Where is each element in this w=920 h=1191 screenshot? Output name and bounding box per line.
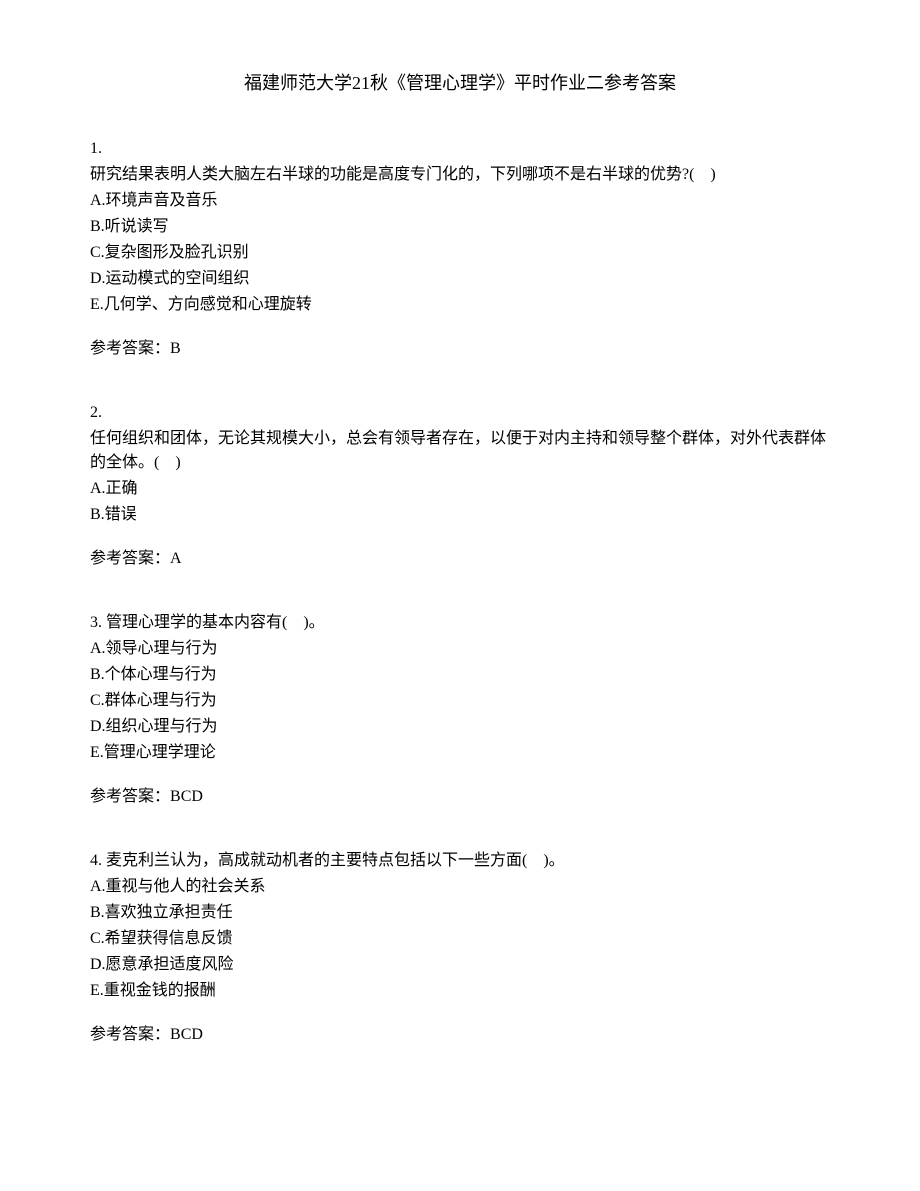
option-a: A.环境声音及音乐 bbox=[90, 189, 830, 213]
answer-label: 参考答案： bbox=[90, 788, 170, 805]
option-d: D.组织心理与行为 bbox=[90, 715, 830, 739]
answer-value: BCD bbox=[170, 788, 203, 805]
page-title: 福建师范大学21秋《管理心理学》平时作业二参考答案 bbox=[90, 70, 830, 97]
option-a: A.重视与他人的社会关系 bbox=[90, 875, 830, 899]
option-d: D.愿意承担适度风险 bbox=[90, 953, 830, 977]
question-number: 2. bbox=[90, 401, 830, 425]
option-d: D.运动模式的空间组织 bbox=[90, 267, 830, 291]
answer-label: 参考答案： bbox=[90, 550, 170, 567]
answer-label: 参考答案： bbox=[90, 1026, 170, 1043]
option-b: B.错误 bbox=[90, 503, 830, 527]
option-e: E.重视金钱的报酬 bbox=[90, 979, 830, 1003]
question-number: 1. bbox=[90, 137, 830, 161]
option-a: A.领导心理与行为 bbox=[90, 637, 830, 661]
option-c: C.群体心理与行为 bbox=[90, 689, 830, 713]
answer: 参考答案：A bbox=[90, 547, 830, 571]
option-b: B.个体心理与行为 bbox=[90, 663, 830, 687]
option-c: C.复杂图形及脸孔识别 bbox=[90, 241, 830, 265]
answer: 参考答案：BCD bbox=[90, 1023, 830, 1047]
answer-value: A bbox=[170, 550, 182, 567]
option-b: B.喜欢独立承担责任 bbox=[90, 901, 830, 925]
question-3: 3. 管理心理学的基本内容有( )。 A.领导心理与行为 B.个体心理与行为 C… bbox=[90, 611, 830, 809]
answer-value: B bbox=[170, 340, 181, 357]
option-e: E.管理心理学理论 bbox=[90, 741, 830, 765]
question-2: 2. 任何组织和团体，无论其规模大小，总会有领导者存在，以便于对内主持和领导整个… bbox=[90, 401, 830, 571]
question-text: 麦克利兰认为，高成就动机者的主要特点包括以下一些方面( )。 bbox=[106, 852, 565, 869]
question-text: 管理心理学的基本内容有( )。 bbox=[106, 614, 325, 631]
question-text: 研究结果表明人类大脑左右半球的功能是高度专门化的，下列哪项不是右半球的优势?( … bbox=[90, 163, 830, 187]
answer-label: 参考答案： bbox=[90, 340, 170, 357]
option-b: B.听说读写 bbox=[90, 215, 830, 239]
question-number: 4. bbox=[90, 852, 106, 869]
option-c: C.希望获得信息反馈 bbox=[90, 927, 830, 951]
question-text: 任何组织和团体，无论其规模大小，总会有领导者存在，以便于对内主持和领导整个群体，… bbox=[90, 427, 830, 475]
answer-value: BCD bbox=[170, 1026, 203, 1043]
answer: 参考答案：BCD bbox=[90, 785, 830, 809]
question-number: 3. bbox=[90, 614, 106, 631]
question-4: 4. 麦克利兰认为，高成就动机者的主要特点包括以下一些方面( )。 A.重视与他… bbox=[90, 849, 830, 1047]
option-e: E.几何学、方向感觉和心理旋转 bbox=[90, 293, 830, 317]
question-1: 1. 研究结果表明人类大脑左右半球的功能是高度专门化的，下列哪项不是右半球的优势… bbox=[90, 137, 830, 361]
option-a: A.正确 bbox=[90, 477, 830, 501]
answer: 参考答案：B bbox=[90, 337, 830, 361]
